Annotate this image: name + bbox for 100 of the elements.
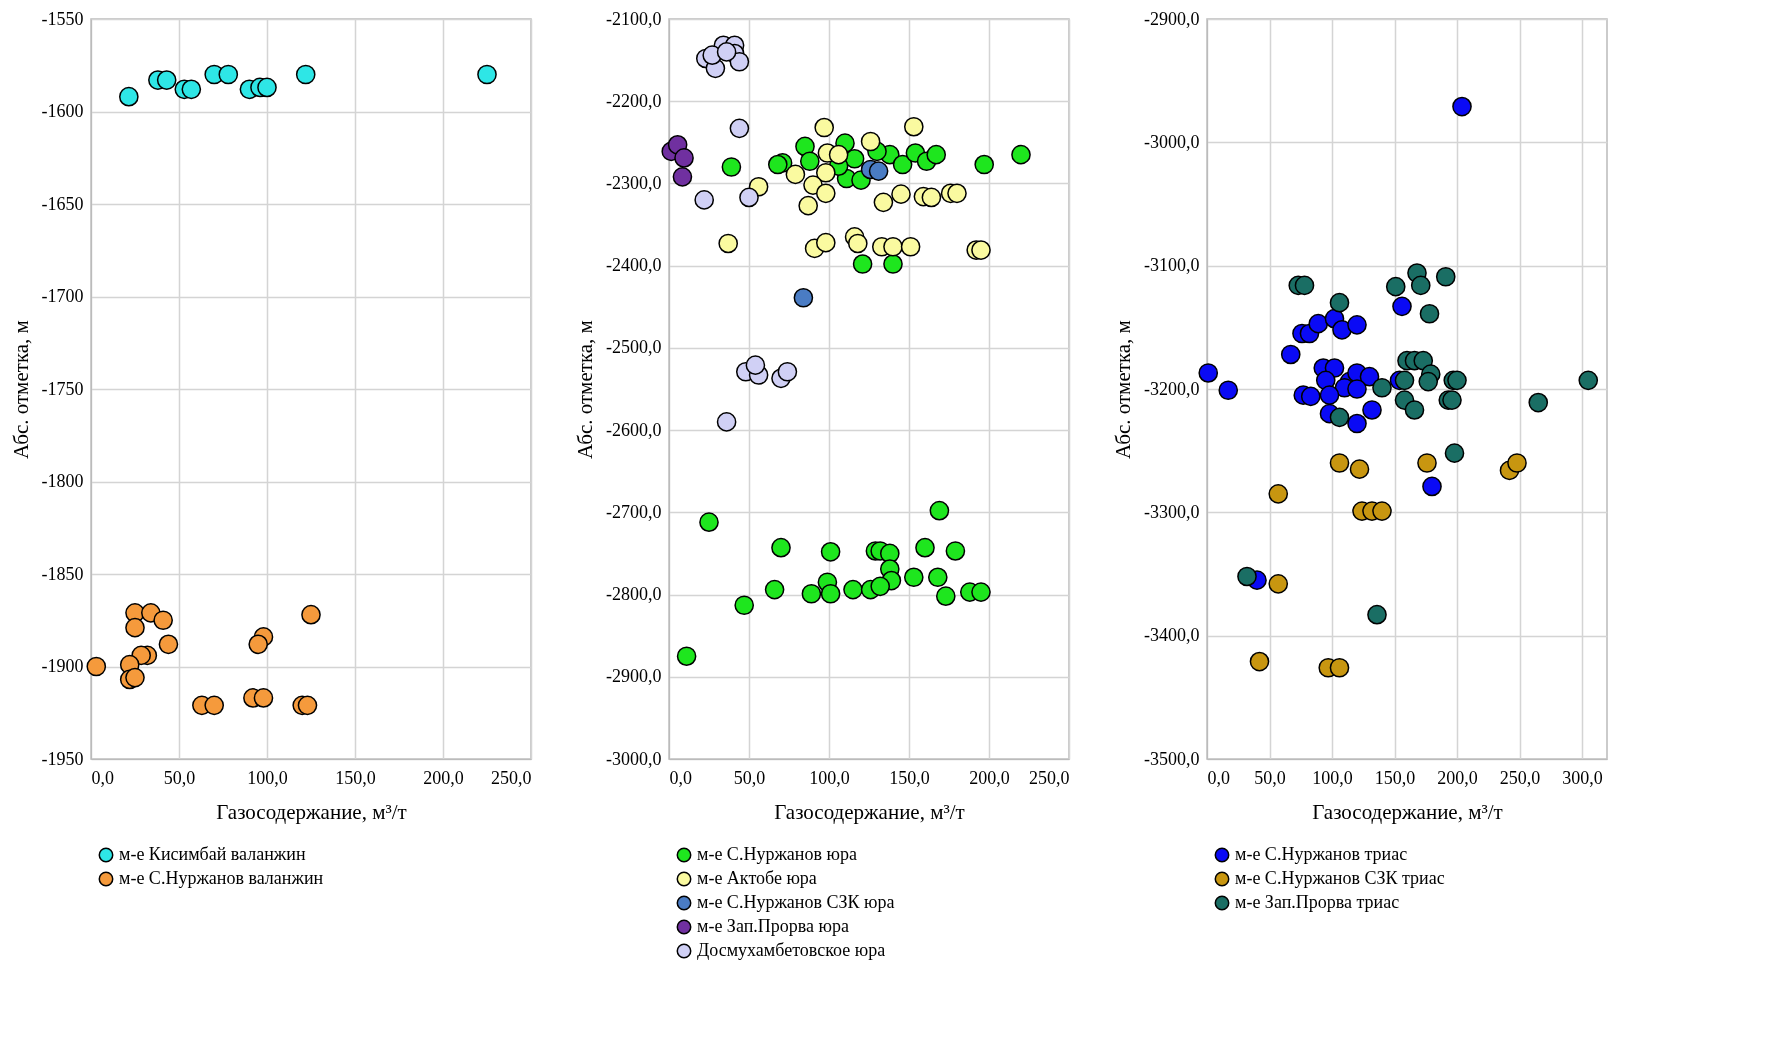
x-tick-label: 250,0 [491,767,532,788]
point [301,604,321,625]
x-tick-label: 0,0 [669,767,692,788]
point [868,161,889,181]
y-tick-label: -2100,0 [606,8,662,29]
point [672,167,693,187]
point [676,646,697,667]
y-tick-label: -2900,0 [1144,8,1200,29]
point [125,667,145,688]
point [158,634,179,655]
y-tick-label: -3500,0 [1144,748,1200,769]
point [86,656,107,677]
x-tick-label: 150,0 [335,767,376,788]
y-axis-title: Абс. отметка, м [1111,320,1136,459]
point [1435,266,1456,287]
point [125,617,145,638]
point [1392,296,1412,317]
point [1268,484,1289,504]
y-tick-label: -1850 [41,563,84,584]
x-tick-label: 250,0 [1029,767,1070,788]
y-tick-label: -1950 [41,748,84,769]
point [1347,379,1367,399]
point [798,195,819,216]
x-tick-label: 50,0 [1254,767,1286,788]
point [926,144,947,165]
x-tick-label: 200,0 [1437,767,1478,788]
legend-label: м-е Зап.Прорва триас [1235,892,1400,912]
y-tick-label: -2900,0 [606,666,662,687]
point [892,154,913,175]
point [1394,370,1415,391]
point [729,51,750,72]
point [843,579,863,600]
point [1507,453,1527,473]
point [1418,371,1439,392]
point [1578,370,1599,391]
point [903,116,924,137]
y-tick-label: -2500,0 [606,337,662,358]
point [921,187,942,208]
legend-label: м-е С.Нуржанов юра [697,844,857,864]
point [1444,443,1465,463]
legend-label: м-е С.Нуржанов СЗК триас [1235,868,1445,888]
point [716,412,737,432]
point [1329,657,1350,678]
y-tick-label: -3400,0 [1144,625,1200,646]
y-tick-label: -1750 [41,378,84,399]
y-tick-label: -3100,0 [1144,255,1200,276]
point [815,162,836,183]
x-tick-label: 300,0 [1562,767,1603,788]
point [1294,275,1315,296]
x-tick-label: 50,0 [163,767,196,788]
x-tick-label: 200,0 [969,767,1010,788]
point [1347,315,1367,335]
point [253,688,274,708]
point [295,64,316,85]
point [1198,363,1219,383]
point [153,610,173,631]
point [1329,407,1350,428]
y-tick-label: -3200,0 [1144,378,1200,399]
point [847,233,868,254]
y-tick-label: -2800,0 [606,584,662,605]
legend-label: м-е Зап.Прорва юра [697,916,849,936]
point [721,157,742,177]
x-tick-label: 150,0 [889,767,930,788]
x-axis-title: Газосодержание, м³/т [216,799,407,824]
point [718,233,739,254]
point [716,42,737,62]
legend-label: м-е С.Нуржанов триас [1235,844,1408,864]
point [694,190,715,210]
point [1249,651,1270,672]
legend-label: м-е С.Нуржанов СЗК юра [697,892,895,912]
point [947,183,967,204]
point [248,634,269,655]
legend-label: Досмухамбетовское юра [697,940,886,960]
point [699,512,719,533]
point [971,582,991,602]
point [764,579,785,600]
x-tick-label: 100,0 [809,767,850,788]
point [1300,386,1321,407]
point [771,537,791,558]
point [1410,275,1431,296]
y-tick-label: -2400,0 [606,255,662,276]
y-tick-label: -2200,0 [606,90,662,111]
x-axis-title: Газосодержание, м³/т [1312,799,1503,824]
point [1308,313,1329,334]
point [883,236,903,257]
point [1237,566,1257,587]
y-tick-label: -3000,0 [606,748,662,769]
point [156,70,177,90]
y-tick-label: -1800 [41,471,84,491]
point [793,287,814,308]
point [767,154,788,175]
legend-label: м-е С.Нуржанов валанжин [119,868,324,888]
point [814,117,835,138]
x-tick-label: 0,0 [1207,767,1230,788]
x-tick-label: 150,0 [1374,767,1416,788]
point [915,537,935,558]
point [870,576,891,597]
point [1417,453,1437,473]
point [257,77,277,98]
legend-label: м-е Актобе юра [697,868,817,888]
